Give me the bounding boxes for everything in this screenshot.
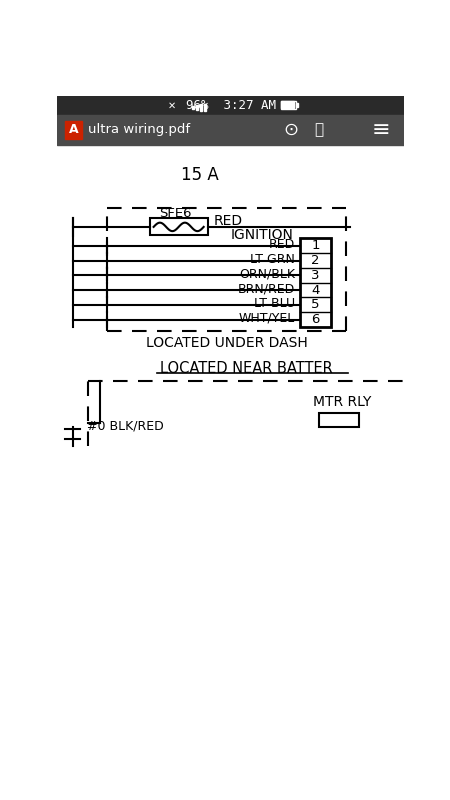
Text: 5: 5: [311, 298, 320, 311]
Text: #0 BLK/RED: #0 BLK/RED: [87, 419, 163, 432]
Text: 2: 2: [311, 254, 320, 267]
Text: LOCATED UNDER DASH: LOCATED UNDER DASH: [146, 336, 308, 350]
Bar: [204, 104, 206, 111]
Text: IGNITION: IGNITION: [230, 227, 293, 242]
Bar: [192, 106, 194, 109]
Bar: [58, 96, 404, 115]
Text: 4: 4: [311, 284, 320, 297]
Bar: [281, 102, 294, 108]
Text: ultra wiring.pdf: ultra wiring.pdf: [88, 123, 190, 136]
Text: RED: RED: [214, 214, 243, 228]
Text: LT BLU: LT BLU: [254, 297, 295, 310]
Text: 15 A: 15 A: [181, 166, 219, 184]
Text: 1: 1: [311, 239, 320, 252]
Bar: [65, 121, 82, 139]
Text: 6: 6: [311, 313, 320, 326]
Text: ✕: ✕: [167, 101, 176, 110]
Bar: [58, 115, 404, 145]
Text: LT GRN: LT GRN: [251, 253, 295, 266]
Bar: [196, 106, 198, 110]
Text: ORN/BLK: ORN/BLK: [239, 267, 295, 280]
Text: BRN/RED: BRN/RED: [238, 282, 295, 295]
Bar: [150, 218, 207, 235]
Text: MTR RLY: MTR RLY: [313, 395, 371, 410]
Text: 3: 3: [311, 269, 320, 282]
Bar: [281, 101, 296, 109]
Bar: [319, 414, 359, 427]
Bar: [300, 238, 331, 327]
Bar: [296, 103, 297, 106]
Bar: [200, 105, 202, 110]
Text: ⊙: ⊙: [283, 121, 298, 139]
Text: SFE6: SFE6: [159, 207, 192, 220]
Text: A: A: [69, 123, 78, 136]
Text: ≡: ≡: [371, 120, 390, 140]
Text: WHT/YEL: WHT/YEL: [239, 311, 295, 325]
Text: RED: RED: [269, 238, 295, 250]
Text: LOCATED NEAR BATTER: LOCATED NEAR BATTER: [160, 361, 333, 376]
Text: ⧉: ⧉: [315, 122, 324, 138]
Text: 96%  3:27 AM: 96% 3:27 AM: [185, 99, 275, 112]
